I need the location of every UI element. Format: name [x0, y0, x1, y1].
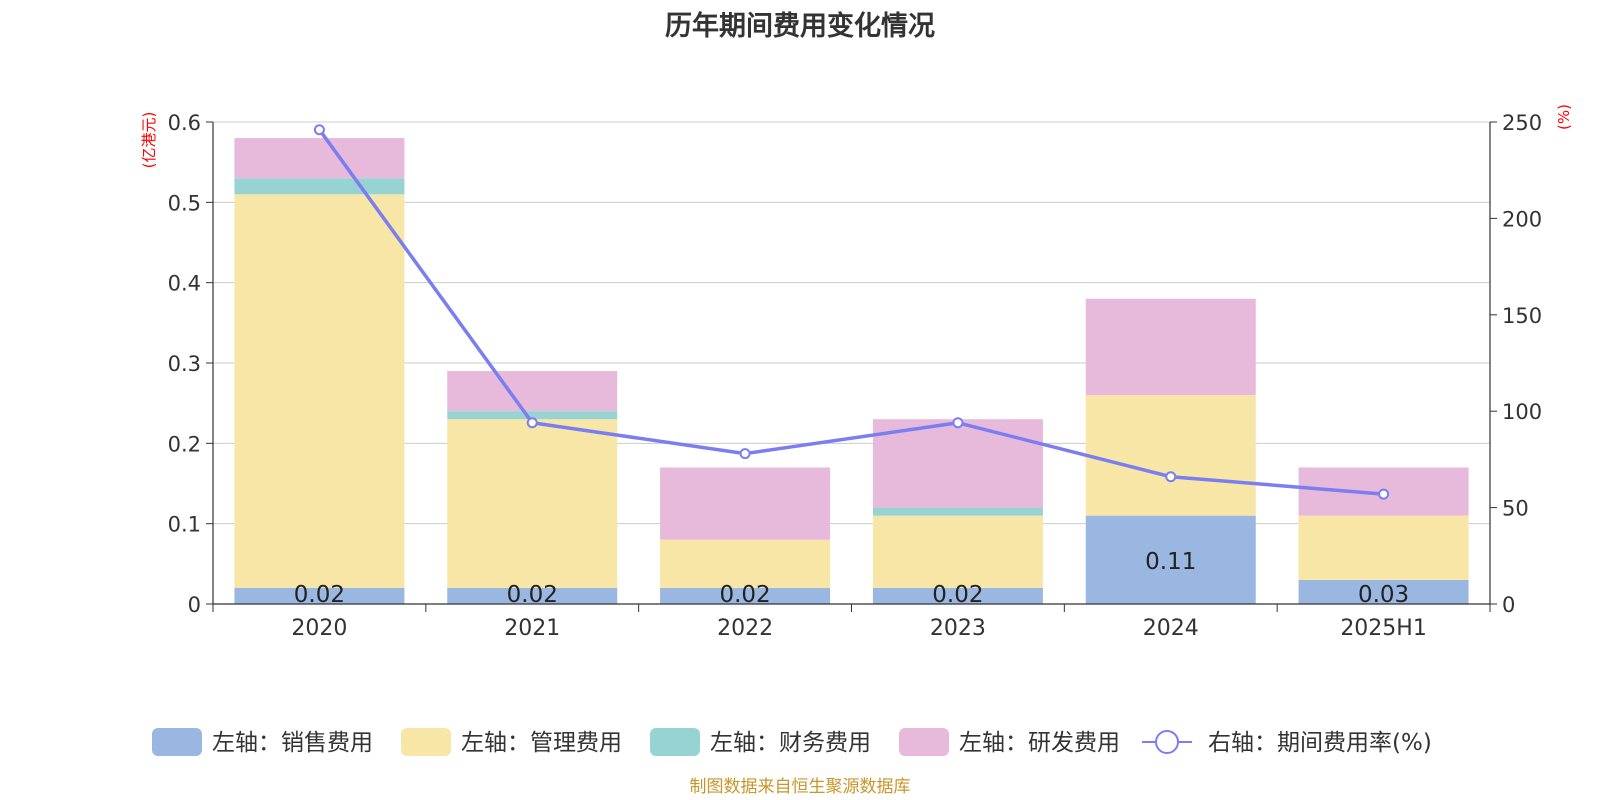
chart-title: 历年期间费用变化情况 [665, 11, 935, 42]
right-axis-tick-label: 100 [1502, 400, 1542, 424]
bar-segment [660, 587, 831, 604]
x-axis-tick-label: 2025H1 [1340, 616, 1427, 641]
bar-segment [872, 507, 1043, 516]
bar-segment [234, 194, 405, 588]
bar-segment [234, 587, 405, 604]
legend-swatch [650, 728, 700, 756]
axes-group: 0 0.1 0.2 0.3 0.4 0.5 0.6 0 50 100 150 200 250 (亿港元) (… [140, 104, 1573, 641]
right-axis-tick-label: 250 [1502, 111, 1542, 135]
bar-segment [234, 138, 405, 179]
bar-segment [1298, 579, 1469, 604]
legend-swatch [899, 728, 949, 756]
bar-segment [872, 419, 1043, 508]
bar-segment [447, 419, 618, 588]
bar-segment [660, 467, 831, 540]
legend-marker [1155, 730, 1179, 754]
rate-point [313, 124, 325, 136]
bar-segment [1085, 515, 1256, 604]
rate-point [739, 448, 751, 460]
left-axis-tick-label: 0.4 [168, 272, 201, 296]
bar-segment [447, 587, 618, 604]
bar-data-label: 0.11 [1145, 549, 1196, 575]
right-axis-tick-label: 0 [1502, 593, 1515, 617]
grid-lines [213, 121, 1490, 525]
bar-segment [872, 587, 1043, 604]
bar-segment [1085, 395, 1256, 516]
legend-label: 左轴：管理费用 [461, 730, 622, 756]
rate-point [526, 417, 538, 429]
left-axis-tick-label: 0.3 [168, 352, 201, 376]
bar-segment [234, 178, 405, 195]
left-axis-tick-label: 0.1 [168, 513, 201, 537]
bar-segment [1085, 298, 1256, 396]
rate-point [952, 417, 964, 429]
legend-label: 左轴：研发费用 [959, 730, 1120, 756]
rate-point [1378, 488, 1390, 500]
bar-segment [872, 515, 1043, 588]
legend-swatch [152, 728, 202, 756]
rate-point [1165, 471, 1177, 483]
x-axis-tick-label: 2020 [291, 616, 347, 641]
legend-label: 左轴：财务费用 [710, 730, 871, 756]
left-axis-tick-label: 0 [188, 593, 201, 617]
legend-swatch [401, 728, 451, 756]
x-axis-tick-label: 2021 [504, 616, 560, 641]
bar-segment [447, 371, 618, 412]
left-axis-tick-label: 0.6 [168, 111, 201, 135]
right-axis-tick-label: 150 [1502, 304, 1542, 328]
rate-line [318, 128, 1384, 496]
bar-stack-group [234, 138, 1469, 604]
legend: 左轴：销售费用 左轴：管理费用 左轴：财务费用 左轴：研发费用 右轴：期间费用率(%) [152, 728, 1432, 756]
legend-label: 左轴：销售费用 [212, 730, 373, 756]
legend-label: 右轴：期间费用率(%) [1208, 730, 1432, 756]
data-source-footer: 制图数据来自恒生聚源数据库 [689, 777, 911, 797]
bar-segment [660, 539, 831, 588]
x-axis-tick-label: 2022 [717, 616, 773, 641]
right-axis-unit: (%) [1555, 104, 1573, 130]
bar-segment [1298, 515, 1469, 580]
right-axis-tick-label: 200 [1502, 207, 1542, 231]
right-axis-tick-label: 50 [1502, 497, 1529, 521]
left-axis-tick-label: 0.5 [168, 191, 201, 215]
left-axis-tick-label: 0.2 [168, 432, 201, 456]
left-axis-unit: (亿港元) [140, 112, 158, 169]
bar-segment [447, 411, 618, 420]
x-axis-tick-label: 2023 [930, 616, 986, 641]
rate-line-group [313, 124, 1390, 500]
x-axis-tick-label: 2024 [1143, 616, 1199, 641]
